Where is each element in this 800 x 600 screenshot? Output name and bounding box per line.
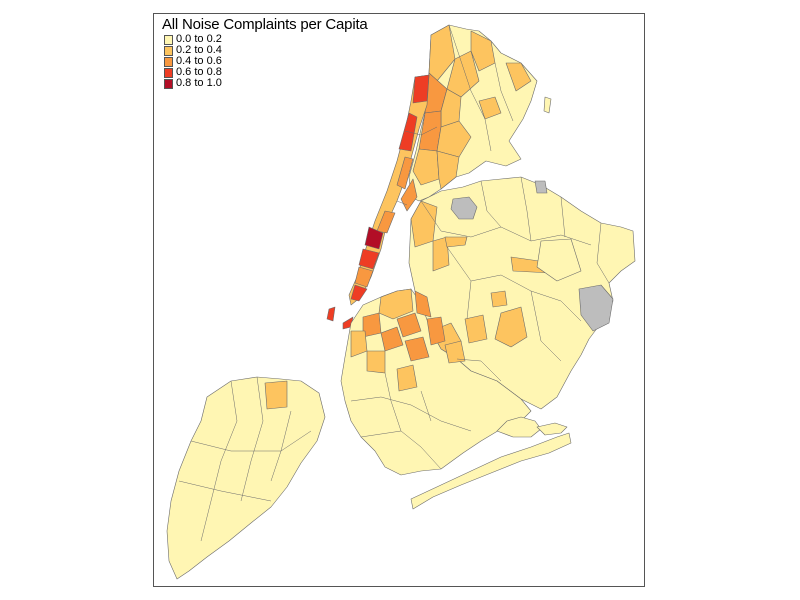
- rockaway-peninsula: [410, 432, 572, 510]
- bronx-district: [436, 120, 472, 158]
- island-district: [536, 422, 568, 436]
- brooklyn-district: [426, 316, 446, 346]
- no-data-area: [534, 180, 548, 194]
- staten-island-borough: [166, 376, 326, 580]
- map-panel: All Noise Complaints per Capita 0.0 to 0…: [153, 13, 645, 587]
- legend-swatch: [164, 56, 173, 67]
- manhattan-district: [412, 74, 430, 104]
- bronx-district: [470, 30, 496, 72]
- brooklyn-district: [380, 326, 404, 352]
- brooklyn-district: [404, 336, 430, 362]
- staten-island-district: [264, 380, 288, 410]
- queens-district: [432, 236, 450, 272]
- island-district: [496, 416, 542, 438]
- legend-label: 0.8 to 1.0: [176, 77, 222, 89]
- brooklyn-district: [362, 312, 382, 338]
- legend-title: All Noise Complaints per Capita: [162, 16, 368, 33]
- legend-swatch: [164, 34, 173, 45]
- no-data-area: [450, 196, 478, 220]
- manhattan-district: [364, 226, 384, 250]
- district-boundaries: [178, 24, 610, 542]
- bronx-district: [505, 62, 532, 92]
- manhattan-district: [358, 248, 380, 270]
- legend-item: 0.2 to 0.4: [164, 45, 368, 56]
- queens-district: [494, 306, 528, 348]
- brooklyn-district: [414, 290, 432, 318]
- bronx-district: [478, 96, 502, 120]
- legend-label: 0.0 to 0.2: [176, 33, 222, 45]
- legend-swatch: [164, 45, 173, 56]
- manhattan-district: [354, 266, 374, 288]
- bronx-district: [428, 24, 456, 82]
- manhattan-district: [376, 210, 396, 234]
- nyc-choropleth-map: [166, 24, 636, 580]
- brooklyn-district: [444, 340, 466, 364]
- bronx-district: [436, 150, 460, 190]
- queens-district: [444, 236, 468, 248]
- no-data-area: [578, 284, 614, 332]
- bronx-district: [412, 148, 440, 186]
- manhattan-district: [396, 156, 414, 190]
- legend-swatch: [164, 67, 173, 78]
- legend-item: 0.4 to 0.6: [164, 56, 368, 67]
- legend-item: 0.8 to 1.0: [164, 78, 368, 89]
- queens-district: [464, 314, 488, 344]
- bronx-district: [446, 50, 480, 98]
- legend-label: 0.2 to 0.4: [176, 44, 222, 56]
- brooklyn-district: [366, 350, 386, 374]
- manhattan-district: [350, 284, 368, 302]
- queens-district: [490, 290, 508, 308]
- legend-label: 0.4 to 0.6: [176, 55, 222, 67]
- brooklyn-district: [396, 364, 418, 392]
- legend-swatch: [164, 78, 173, 89]
- island-district: [326, 306, 336, 322]
- brooklyn-district: [396, 312, 422, 338]
- legend-label: 0.6 to 0.8: [176, 66, 222, 78]
- queens-district: [536, 238, 582, 282]
- map-legend: All Noise Complaints per Capita 0.0 to 0…: [162, 16, 368, 89]
- legend-item: 0.0 to 0.2: [164, 34, 368, 45]
- queens-district: [410, 200, 438, 248]
- bronx-district: [543, 96, 552, 114]
- manhattan-district: [400, 178, 418, 212]
- legend-item: 0.6 to 0.8: [164, 67, 368, 78]
